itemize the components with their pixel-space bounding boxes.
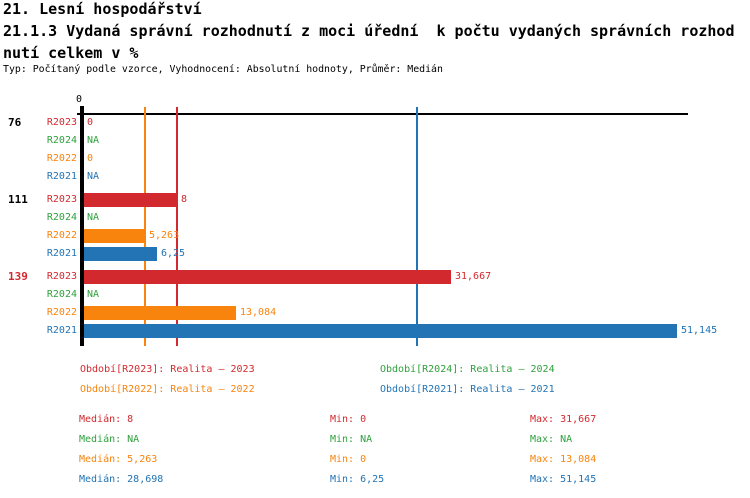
stat-max: Max: 31,667	[530, 414, 597, 425]
stat-median: Medián: 5,263	[79, 454, 158, 465]
bar-value-label: 31,667	[455, 271, 492, 282]
bar-value-label: NA	[87, 212, 100, 223]
series-label: R2023	[46, 271, 77, 282]
median-line-r2023	[175, 107, 178, 346]
bar-value-label: NA	[87, 135, 100, 146]
chart-subtitle-wrap: nutí celkem v %	[3, 44, 139, 62]
series-label: R2023	[46, 194, 77, 205]
stat-max: Max: 51,145	[530, 474, 597, 485]
stat-min: Min: 0	[330, 414, 367, 425]
stat-median: Medián: NA	[79, 434, 140, 445]
group-label: 139	[8, 270, 28, 283]
page-title: 21. Lesní hospodářství	[3, 0, 202, 18]
legend-item: Období[R2024]: Realita – 2024	[380, 364, 555, 375]
chart-meta: Typ: Počítaný podle vzorce, Vyhodnocení:…	[3, 64, 443, 75]
series-label: R2021	[46, 325, 77, 336]
x-axis-line	[77, 113, 688, 115]
median-line-r2022	[144, 107, 147, 346]
bar-value-label: 13,084	[240, 307, 277, 318]
series-label: R2021	[46, 248, 77, 259]
series-label: R2024	[46, 289, 77, 300]
bar-value-label: 5,263	[149, 230, 180, 241]
median-line-r2021	[415, 107, 418, 346]
legend-item: Období[R2023]: Realita – 2023	[80, 364, 255, 375]
bar	[84, 247, 157, 261]
bar-value-label: 8	[181, 194, 188, 205]
series-label: R2022	[46, 153, 77, 164]
bar	[84, 193, 177, 207]
bar	[84, 306, 236, 320]
bar-value-label: NA	[87, 289, 100, 300]
series-label: R2022	[46, 230, 77, 241]
stat-median: Medián: 28,698	[79, 474, 164, 485]
series-label: R2024	[46, 135, 77, 146]
chart-subtitle: 21.1.3 Vydaná správní rozhodnutí z moci …	[3, 22, 735, 40]
stat-min: Min: 0	[330, 454, 367, 465]
group-label: 111	[8, 193, 28, 206]
legend-item: Období[R2022]: Realita – 2022	[80, 384, 255, 395]
bar	[84, 270, 451, 284]
group-label: 76	[8, 116, 22, 129]
stat-max: Max: NA	[530, 434, 573, 445]
series-label: R2023	[46, 117, 77, 128]
series-label: R2024	[46, 212, 77, 223]
series-label: R2022	[46, 307, 77, 318]
bar	[84, 229, 145, 243]
y-axis-line	[80, 106, 84, 346]
bar-value-label: 51,145	[681, 325, 718, 336]
bar	[84, 324, 677, 338]
stat-min: Min: 6,25	[330, 474, 385, 485]
bar-value-label: 6,25	[161, 248, 186, 259]
bar-value-label: 0	[87, 117, 94, 128]
stat-median: Medián: 8	[79, 414, 134, 425]
axis-zero-tick-label: 0	[75, 94, 82, 105]
bar-value-label: NA	[87, 171, 100, 182]
stat-min: Min: NA	[330, 434, 373, 445]
series-label: R2021	[46, 171, 77, 182]
bar-value-label: 0	[87, 153, 94, 164]
stat-max: Max: 13,084	[530, 454, 597, 465]
legend-item: Období[R2021]: Realita – 2021	[380, 384, 555, 395]
